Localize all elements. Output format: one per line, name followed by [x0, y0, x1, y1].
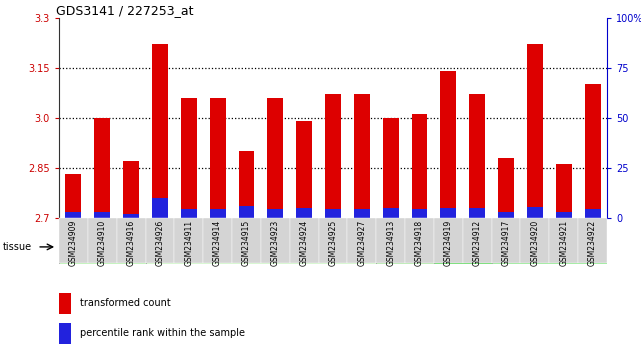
Bar: [238, 151, 254, 218]
Text: tissue: tissue: [3, 242, 32, 252]
Text: GSM234909: GSM234909: [69, 219, 78, 266]
Bar: [469, 208, 485, 218]
Text: GSM234926: GSM234926: [155, 219, 165, 266]
Bar: [412, 114, 428, 218]
Text: GSM234910: GSM234910: [97, 219, 107, 266]
Bar: [152, 44, 168, 218]
Bar: [181, 209, 197, 218]
Bar: [556, 164, 572, 218]
Text: GSM234914: GSM234914: [213, 219, 222, 266]
Bar: [376, 230, 434, 264]
Bar: [123, 161, 139, 218]
Bar: [354, 209, 370, 218]
Bar: [527, 44, 543, 218]
Text: GSM234922: GSM234922: [588, 219, 597, 266]
Text: GSM234912: GSM234912: [472, 219, 482, 266]
Bar: [434, 230, 492, 264]
Text: sigmoid colon: sigmoid colon: [71, 242, 134, 251]
Bar: [210, 98, 226, 218]
Bar: [383, 209, 399, 218]
Text: GSM234921: GSM234921: [559, 219, 569, 266]
Bar: [492, 230, 607, 264]
Bar: [238, 206, 254, 218]
Text: transverse colon: transverse colon: [512, 242, 587, 251]
Bar: [267, 209, 283, 218]
Text: ascending colon: ascending colon: [369, 242, 442, 251]
Bar: [94, 212, 110, 218]
Bar: [146, 230, 376, 264]
Text: GDS3141 / 227253_at: GDS3141 / 227253_at: [56, 4, 194, 17]
Text: GSM234913: GSM234913: [386, 219, 395, 266]
Bar: [498, 158, 514, 218]
Bar: [440, 71, 456, 218]
Text: GSM234917: GSM234917: [501, 219, 511, 266]
Text: percentile rank within the sample: percentile rank within the sample: [79, 329, 245, 338]
Bar: [65, 175, 81, 218]
Text: GSM234920: GSM234920: [530, 219, 540, 266]
Text: GSM234919: GSM234919: [444, 219, 453, 266]
Bar: [354, 95, 370, 218]
Text: GSM234916: GSM234916: [126, 219, 136, 266]
Bar: [585, 84, 601, 218]
Bar: [94, 118, 110, 218]
Bar: [498, 212, 514, 218]
Bar: [65, 212, 81, 218]
Bar: [325, 95, 341, 218]
Text: GSM234918: GSM234918: [415, 219, 424, 266]
Text: transformed count: transformed count: [79, 298, 171, 308]
Bar: [383, 118, 399, 218]
Bar: [527, 207, 543, 218]
Text: GSM234923: GSM234923: [271, 219, 280, 266]
Bar: [556, 212, 572, 218]
Bar: [440, 208, 456, 218]
Bar: [325, 209, 341, 218]
Bar: [152, 198, 168, 218]
Bar: [59, 293, 71, 314]
Text: GSM234915: GSM234915: [242, 219, 251, 266]
Text: rectum: rectum: [245, 242, 277, 251]
Bar: [469, 95, 485, 218]
Bar: [210, 209, 226, 218]
Bar: [296, 209, 312, 218]
Bar: [59, 323, 71, 344]
Text: GSM234925: GSM234925: [328, 219, 338, 266]
Bar: [585, 209, 601, 218]
Bar: [123, 215, 139, 218]
Bar: [59, 230, 146, 264]
Text: GSM234927: GSM234927: [357, 219, 367, 266]
Bar: [412, 209, 428, 218]
Bar: [181, 98, 197, 218]
Text: GSM234911: GSM234911: [184, 219, 194, 266]
Bar: [296, 121, 312, 218]
Text: GSM234924: GSM234924: [299, 219, 309, 266]
Text: cecum: cecum: [448, 242, 478, 251]
Bar: [267, 98, 283, 218]
